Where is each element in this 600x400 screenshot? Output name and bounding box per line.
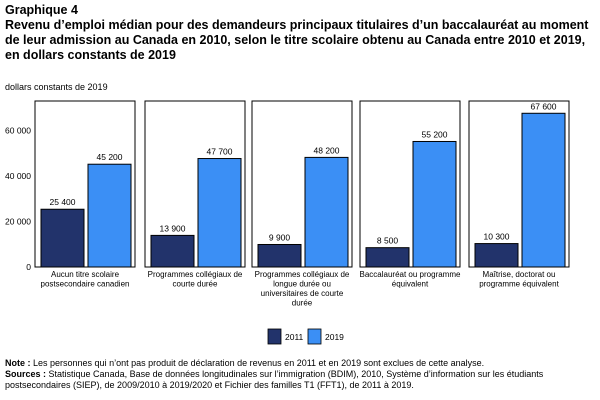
y-tick-label: 0 [26,262,31,272]
data-label: 48 200 [314,145,340,155]
y-tick-label: 40 000 [5,171,31,181]
bar-2011 [150,234,195,268]
data-label: 55 200 [422,129,448,139]
data-label: 10 300 [484,232,510,242]
category-label: Programmes collégiaux de [148,270,243,279]
category-label: Programmes collégiaux de [255,270,350,279]
note-text: Les personnes qui n’ont pas produit de d… [33,358,485,368]
legend-label: 2011 [285,332,304,342]
figure-label: Graphique 4 [5,3,78,17]
legend-swatch-2019 [307,328,322,345]
y-tick-label: 20 000 [5,217,31,227]
data-label: 67 600 [531,101,557,111]
category-label: Maîtrise, doctorat ou [483,270,556,279]
category-label: postsecondaire canadien [41,280,130,289]
data-label: 9 900 [269,232,291,242]
panel-frame [144,100,246,268]
bar-2011 [365,247,410,268]
panel-frame [34,100,136,268]
bar-2019 [197,158,242,268]
panel-frame [359,100,461,268]
bar-2011 [474,243,519,268]
legend-label: 2019 [325,332,344,342]
note-line: Note : Les personnes qui n’ont pas produ… [5,358,595,369]
category-label: courte durée [173,280,218,289]
panel-frame [251,100,353,268]
sources-label: Sources : [5,369,47,379]
data-label: 47 700 [207,147,233,157]
data-label: 8 500 [377,236,399,246]
note-label: Note : [5,358,31,368]
bar-2019 [521,112,566,268]
bar-2019 [87,163,132,268]
data-label: 45 200 [97,152,123,162]
legend-swatch-2011 [267,328,282,345]
bar-2019 [304,156,349,268]
bar-chart: 0 20 000 40 000 60 000 25 400 45 200 Aucun tit… [5,100,570,345]
sources-line: Sources : Statistique Canada, Base de do… [5,369,595,391]
category-label: programme équivalent [479,280,559,289]
chart-title: Revenu d’emploi médian pour des demandeu… [5,18,589,62]
category-label: équivalent [392,280,429,289]
category-label: longue durée ou [273,280,331,289]
bar-2019 [412,140,457,268]
y-axis-unit-label: dollars constants de 2019 [5,82,108,92]
data-label: 25 400 [50,197,76,207]
bar-2011 [40,208,85,268]
category-label: universitaires de courte [261,289,344,298]
y-tick-label: 60 000 [5,126,31,136]
bar-2011 [257,243,302,268]
panel-frame [468,100,570,268]
data-label: 13 900 [160,223,186,233]
category-label: durée [292,299,313,308]
category-label: Aucun titre scolaire [51,270,120,279]
sources-text: Statistique Canada, Base de données long… [5,369,544,390]
notes-block: Note : Les personnes qui n’ont pas produ… [5,358,595,391]
category-label: Baccalauréat ou programme [360,270,461,279]
chart-title-block: Graphique 4 Revenu d’emploi médian pour … [5,3,595,63]
